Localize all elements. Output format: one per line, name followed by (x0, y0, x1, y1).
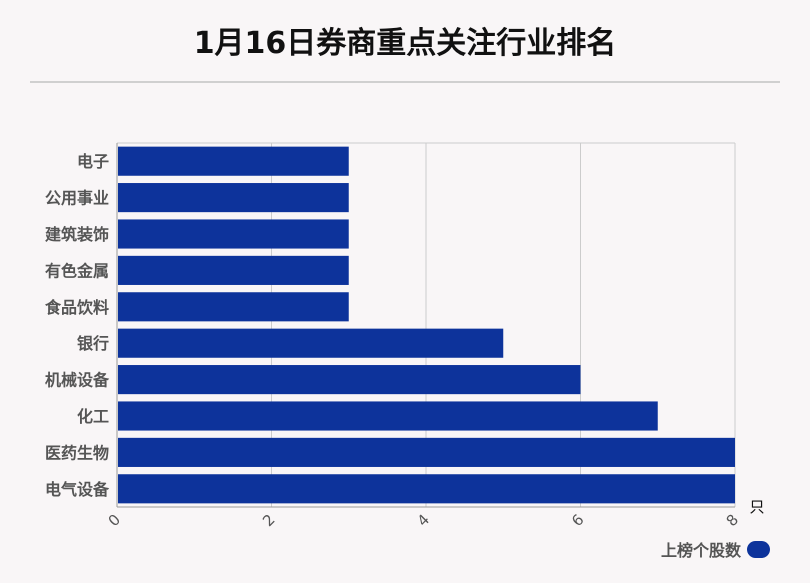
x-tick-label-6: 6 (568, 511, 587, 530)
bar-6 (118, 365, 581, 395)
chart-title: 1月16日券商重点关注行业排名 (193, 26, 617, 61)
category-label-2: 建筑装饰 (45, 225, 109, 244)
legend: 上榜个股数 (661, 537, 770, 561)
category-label-9: 电气设备 (45, 480, 110, 499)
bar-8 (118, 437, 735, 467)
x-tick-label-4: 4 (414, 511, 433, 530)
bar-1 (118, 183, 349, 213)
bar-2 (118, 219, 349, 249)
category-label-0: 电子 (77, 152, 109, 171)
bar-7 (118, 401, 658, 431)
category-label-6: 机械设备 (45, 371, 110, 390)
bar-5 (118, 328, 504, 358)
bar-0 (118, 146, 349, 176)
x-tick-label-8: 8 (723, 511, 742, 530)
x-tick-label-0: 0 (105, 511, 124, 530)
x-unit-label: 只 (749, 498, 764, 516)
category-label-1: 公用事业 (45, 189, 109, 208)
legend-label: 上榜个股数 (660, 541, 741, 560)
category-label-7: 化工 (77, 407, 109, 426)
bar-9 (118, 474, 735, 504)
bar-3 (118, 255, 349, 285)
bar-4 (118, 292, 349, 322)
x-tick-labels: 0 2 4 6 8 (105, 511, 742, 530)
x-tick-label-2: 2 (259, 511, 278, 530)
bars (118, 146, 735, 504)
legend-swatch (747, 540, 770, 558)
category-label-3: 有色金属 (45, 261, 109, 280)
category-label-8: 医药生物 (45, 443, 109, 462)
category-label-5: 银行 (77, 334, 109, 353)
title-divider (30, 81, 780, 83)
category-label-4: 食品饮料 (44, 298, 109, 317)
